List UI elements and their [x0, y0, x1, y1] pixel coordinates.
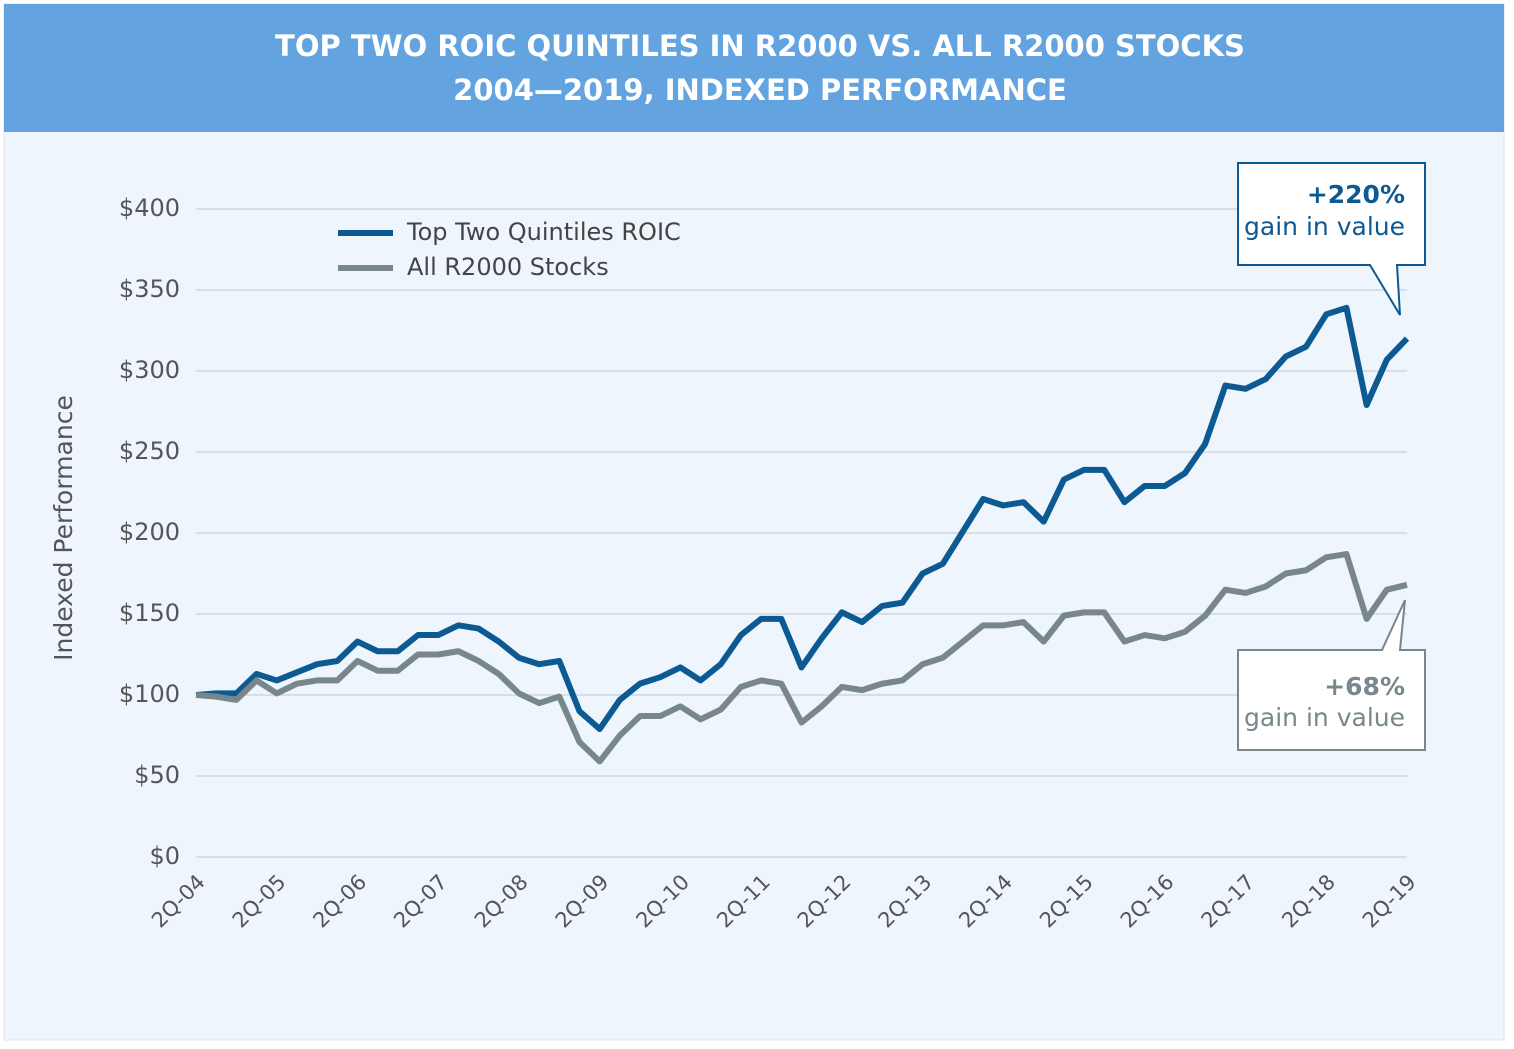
y-tick-label: $150 [119, 599, 180, 627]
annotation-box: +220% gain in value [1237, 162, 1426, 316]
y-tick-label: $100 [119, 680, 180, 708]
header-band [4, 4, 1504, 132]
y-tick-label: $400 [119, 194, 180, 222]
annotation-text: gain in value [1244, 212, 1405, 241]
callout-box [1237, 162, 1426, 316]
y-tick-label: $250 [119, 437, 180, 465]
annotation-box: +68% gain in value [1237, 599, 1426, 751]
annotation-value: +220% [1307, 180, 1405, 209]
callout-box [1237, 599, 1426, 751]
y-tick-label: $350 [119, 275, 180, 303]
y-axis-label: Indexed Performance [49, 395, 78, 661]
annotation-value: +68% [1324, 672, 1405, 701]
y-tick-label: $0 [149, 842, 180, 870]
series-line [195, 304, 1410, 733]
legend-label: Top Two Quintiles ROIC [406, 218, 681, 246]
annotation-text: gain in value [1244, 703, 1405, 732]
chart-title: TOP TWO ROIC QUINTILES IN R2000 VS. ALL … [275, 29, 1245, 63]
y-tick-label: $300 [119, 356, 180, 384]
legend-label: All R2000 Stocks [407, 253, 609, 281]
series-line [195, 551, 1408, 765]
y-tick-label: $200 [119, 518, 180, 546]
chart-title: 2004—2019, INDEXED PERFORMANCE [453, 73, 1067, 107]
y-tick-label: $50 [134, 761, 180, 789]
